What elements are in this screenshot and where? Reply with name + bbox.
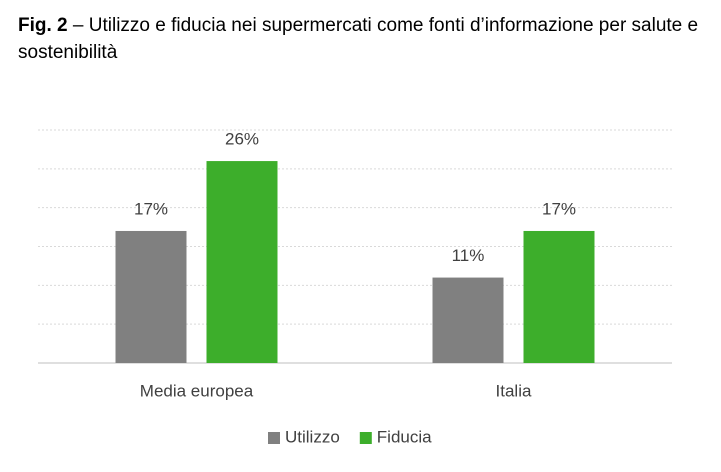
data-label: 17% — [542, 199, 576, 218]
x-tick-label: Italia — [496, 381, 532, 400]
legend-label: Fiducia — [377, 427, 432, 446]
data-label: 26% — [225, 130, 259, 149]
x-tick-label: Media europea — [140, 381, 254, 400]
data-label: 17% — [134, 199, 168, 218]
data-label: 11% — [452, 246, 485, 265]
title-text: – Utilizzo e fiducia nei supermercati co… — [18, 15, 699, 63]
legend-label: Utilizzo — [285, 427, 340, 446]
bar — [115, 230, 187, 363]
bar — [206, 161, 278, 363]
chart-title: Fig. 2 – Utilizzo e fiducia nei supermer… — [18, 12, 708, 66]
legend-swatch — [359, 432, 372, 444]
title-label: Fig. 2 — [18, 15, 68, 36]
bar — [523, 230, 595, 363]
bar — [432, 277, 504, 363]
legend-swatch — [268, 432, 280, 444]
